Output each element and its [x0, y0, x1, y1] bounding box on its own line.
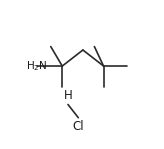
Text: H$_2$N: H$_2$N: [26, 59, 48, 73]
Text: H: H: [64, 89, 72, 102]
Text: Cl: Cl: [72, 120, 84, 133]
